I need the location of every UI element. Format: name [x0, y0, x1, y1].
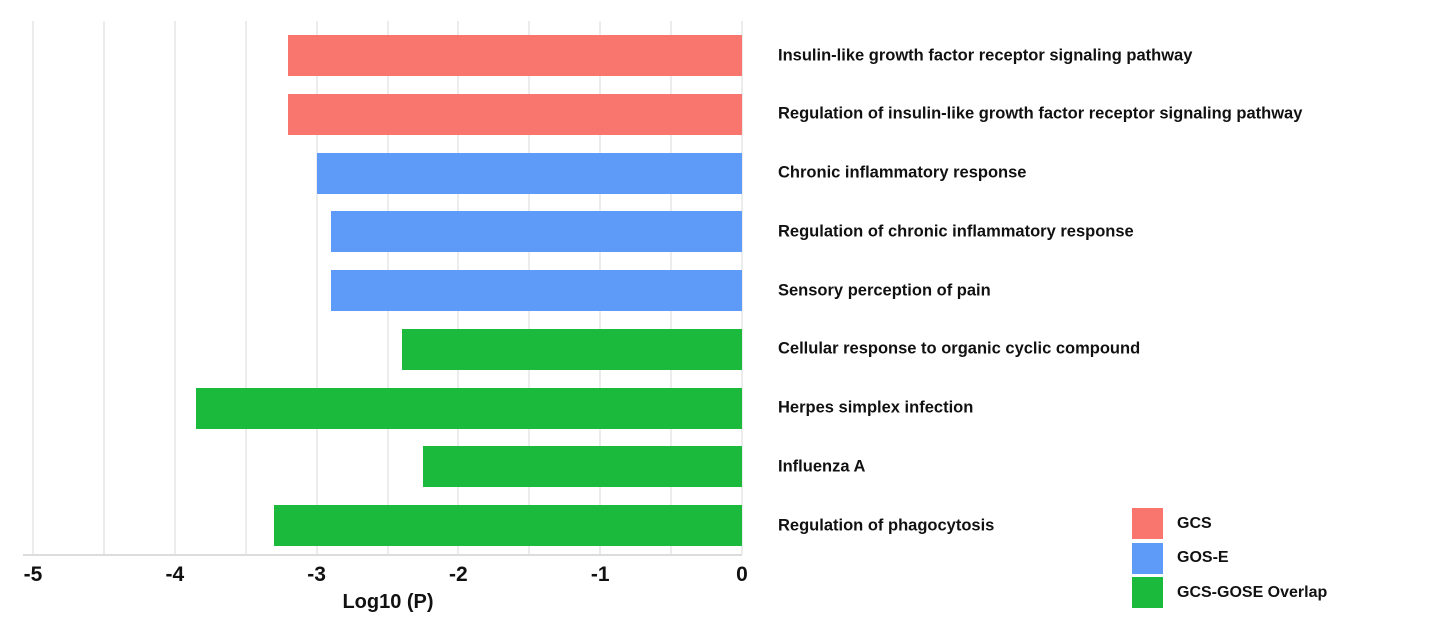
legend-label: GOS-E	[1177, 549, 1229, 566]
category-label: Regulation of chronic inflammatory respo…	[778, 222, 1134, 241]
bar	[274, 505, 742, 546]
gridline	[102, 21, 105, 554]
legend-label: GCS	[1177, 514, 1212, 532]
bar	[288, 35, 742, 76]
legend-label: GCS-GOSE Overlap	[1177, 583, 1328, 601]
bar	[330, 270, 742, 311]
legend-row: GCS	[1132, 508, 1327, 539]
category-label: Influenza A	[778, 457, 866, 476]
bar	[422, 446, 742, 488]
category-label: Herpes simplex infection	[778, 398, 974, 417]
x-tick-label: -5	[23, 563, 43, 586]
gridline	[741, 21, 743, 554]
category-label: Regulation of phagocytosis	[778, 516, 995, 534]
legend-swatch	[1132, 577, 1163, 608]
legend-row: GOS-E	[1132, 542, 1327, 574]
category-label: Insulin-like growth factor receptor sign…	[778, 46, 1193, 64]
x-tick-label: -2	[449, 563, 468, 586]
plot-panel	[32, 21, 743, 554]
bar	[330, 211, 742, 253]
x-axis-line	[23, 554, 742, 556]
bar	[401, 328, 742, 370]
gridline	[32, 21, 34, 554]
category-label: Chronic inflammatory response	[778, 163, 1027, 182]
bar	[196, 387, 742, 429]
bar	[316, 152, 742, 194]
x-axis-title: Log10 (P)	[342, 591, 434, 613]
x-tick-label: 0	[736, 563, 748, 586]
gridline	[173, 21, 176, 554]
legend-swatch	[1132, 508, 1163, 539]
gridline	[244, 21, 247, 554]
legend-swatch	[1132, 542, 1163, 574]
legend: GCS GOS-E GCS-GOSE Overlap	[1132, 508, 1327, 612]
gridline	[315, 21, 318, 554]
x-tick-label: -3	[307, 563, 326, 586]
category-label: Cellular response to organic cyclic comp…	[778, 339, 1141, 358]
legend-row: GCS-GOSE Overlap	[1132, 577, 1327, 608]
category-label: Regulation of insulin-like growth factor…	[778, 104, 1303, 123]
bar	[288, 93, 742, 135]
x-tick-label: -1	[590, 563, 610, 586]
category-label: Sensory perception of pain	[778, 281, 991, 299]
x-tick-label: -4	[165, 563, 185, 586]
